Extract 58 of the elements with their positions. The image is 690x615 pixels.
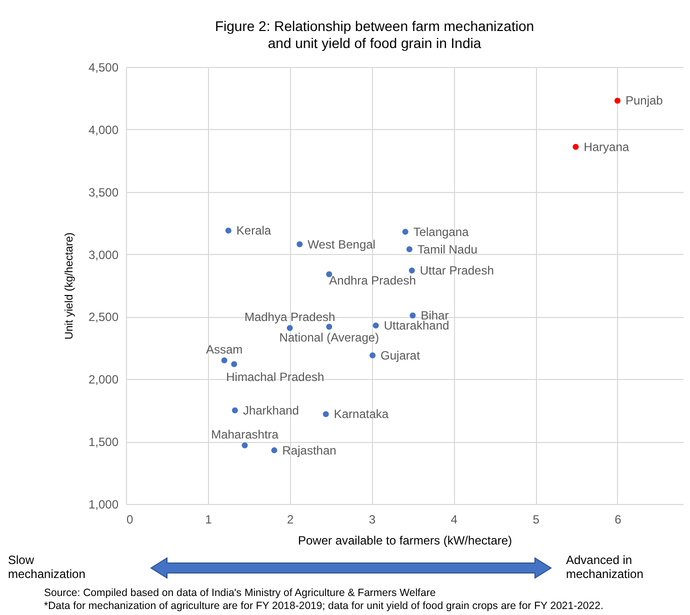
annotation: Telangana [413,224,470,239]
annotation: Maharashtra [211,427,279,442]
chart-title: Figure 2: Relationship between farm mechanization and unit yield of food grain in India [214,18,534,51]
annotation: Rajasthan [282,443,336,458]
point [221,357,228,364]
point [286,324,293,331]
source-note: Source: Compiled based on data of India's Ministry of Agriculture & Farmers Welfare [44,587,436,600]
y-tick-label: 1,000 [88,498,119,512]
point [370,352,376,358]
point [296,241,303,248]
point [322,411,329,418]
annotation: Kerala [236,224,272,238]
point [231,361,238,368]
y-tick-label: 2,000 [88,372,119,387]
annotation: Assam [206,342,243,356]
y-tick-label: 2,500 [88,310,119,324]
annotation: Jharkhand [242,403,299,418]
point [406,246,412,252]
point [271,447,278,454]
y-tick-label: 4,000 [88,122,119,137]
annotation: Himachal Pradesh [226,370,324,384]
x-tick-label: 3 [368,512,376,526]
point [242,442,248,448]
point [232,407,238,414]
point [572,144,579,150]
annotation: National (Average) [279,330,380,345]
annotation: Uttar Pradesh [420,264,494,278]
text: Advanced in mechanization [566,553,644,581]
x-tick-label: 4 [450,512,458,526]
text: Slow mechanization [8,553,86,581]
annotation: Madhya Pradesh [244,310,336,324]
point [410,312,416,318]
x-tick-label: 2 [286,512,294,526]
point [372,322,379,328]
annotation: Haryana [584,140,630,154]
text: *Data for mechanization of agriculture are for FY 2018-2019; data for unit yield of food grain crops are for FY 2021-2022. [44,600,604,613]
x-axis-title: Power available to farmers (kW/hectare) [298,534,512,548]
annotation: Tamil Nadu [417,242,478,256]
y-axis-title: Unit yield (kg/hectare) [63,232,76,340]
annotation: Andhra Pradesh [329,273,416,288]
y-tick-label: 3,000 [88,248,119,262]
x-tick-label: 0 [126,512,134,526]
annotation: Gujarat [380,348,421,362]
annotation: Punjab [625,94,664,108]
point [225,228,232,234]
point [408,268,415,274]
annotation: West Bengal [308,237,376,252]
annotation: Uttarakhand [384,318,450,332]
annotation: Karnataka [334,407,389,422]
y-tick-label: 4,500 [88,60,119,74]
x-tick-label: 1 [205,512,212,526]
y-tick-label: 1,500 [88,435,119,450]
point [326,324,332,330]
x-tick-label: 5 [532,512,540,526]
y-tick-label: 3,500 [88,185,119,200]
point [402,228,408,235]
x-tick-label: 6 [614,512,622,526]
point [614,98,620,104]
